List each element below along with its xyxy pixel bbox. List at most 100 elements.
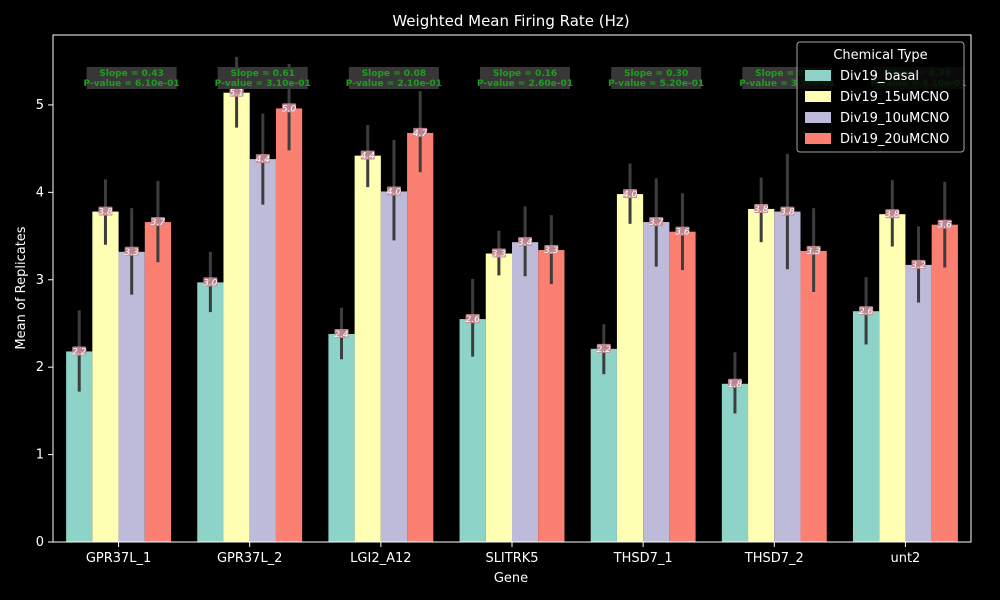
stat-annotation-box (480, 67, 570, 89)
chart-title: Weighted Mean Firing Rate (Hz) (392, 12, 629, 30)
x-tick-label: THSD7_2 (744, 551, 804, 566)
bar-unt2-Div19_basal (852, 311, 880, 542)
bar-unt2-Div19_15uMCNO (879, 214, 906, 542)
legend: Chemical Type Div19_basal Div19_15uMCNO Div… (796, 41, 965, 153)
bar-label-box (518, 237, 533, 247)
bar-label-box (360, 150, 375, 160)
bar-value-label: 4.4 (361, 152, 376, 162)
stat-pvalue-label: P-value = 5.20e-01 (608, 79, 704, 89)
y-tick-label: 5 (36, 98, 44, 113)
bar-unt2-Div19_20uMCNO (931, 224, 958, 542)
bar-value-label: 3.3 (544, 246, 559, 256)
legend-swatch (805, 91, 831, 102)
bar-GPR37L_1-Div19_20uMCNO (144, 222, 172, 542)
bar-value-label: 3.3 (492, 250, 507, 260)
stat-slope-label: Slope = 0.61 (231, 69, 295, 79)
bar-label-box (124, 246, 139, 256)
bar-LGI2_A12-Div19_basal (328, 333, 355, 542)
legend-entry: Div19_basal (840, 69, 919, 84)
bar-value-label: 3.6 (938, 221, 953, 231)
x-tick-label: GPR37L_2 (217, 551, 283, 566)
bar-GPR37L_2-Div19_15uMCNO (223, 92, 250, 542)
stat-pvalue-label: P-value = 3.50e-01 (739, 79, 835, 89)
bar-label-box (229, 87, 244, 97)
bar-label-box (150, 217, 165, 227)
bar-value-label: 3.2 (911, 261, 926, 271)
bar-label-box (911, 259, 926, 269)
bar-value-label: 3.0 (203, 278, 218, 288)
bar-THSD7_1-Div19_15uMCNO (616, 194, 644, 542)
x-tick-label: LGI2_A12 (350, 551, 411, 566)
bar-value-label: 2.4 (334, 330, 349, 340)
bar-label-box (937, 219, 952, 229)
bar-label-box (780, 206, 795, 216)
y-tick-label: 1 (36, 448, 44, 463)
bar-GPR37L_1-Div19_10uMCNO (118, 251, 145, 543)
y-tick-label: 2 (36, 360, 44, 375)
stat-slope-label: Slope = 0.30 (624, 69, 688, 79)
stat-slope-label: Slope = 0.43 (99, 69, 163, 79)
bar-unt2-Div19_10uMCNO (905, 264, 932, 542)
bar-value-label: 4.0 (387, 187, 402, 197)
bar-value-label: 3.3 (125, 248, 140, 258)
stat-pvalue-label: P-value = 2.60e-01 (477, 79, 573, 89)
bar-value-label: 3.7 (151, 218, 166, 228)
legend-entry: Div19_10uMCNO (840, 111, 949, 126)
bar-value-label: 2.6 (465, 315, 480, 325)
bar-GPR37L_1-Div19_15uMCNO (92, 211, 119, 542)
bar-value-label: 3.8 (754, 205, 769, 215)
bar-label-box (675, 226, 690, 236)
stat-annotation-box (348, 67, 439, 89)
bar-label-box (885, 209, 900, 219)
bar-THSD7_1-Div19_10uMCNO (643, 222, 670, 542)
bar-value-label: 3.8 (780, 208, 795, 218)
legend-title: Chemical Type (833, 48, 927, 63)
legend-swatch (805, 70, 831, 81)
bar-GPR37L_2-Div19_20uMCNO (275, 108, 303, 543)
bar-THSD7_1-Div19_20uMCNO (669, 231, 696, 542)
bar-GPR37L_2-Div19_basal (197, 282, 224, 542)
bar-label-box (727, 378, 742, 388)
bar-label-box (649, 217, 664, 227)
bar-label-box (596, 343, 611, 353)
bar-label-box (491, 248, 506, 258)
bar-label-box (806, 245, 821, 255)
bar-label-box (859, 306, 874, 316)
bar-SLITRK5-Div19_20uMCNO (538, 250, 565, 542)
bar-LGI2_A12-Div19_15uMCNO (354, 155, 381, 542)
bar-value-label: 2.2 (597, 345, 612, 355)
bar-value-label: 3.8 (98, 208, 113, 218)
bar-label-box (203, 277, 218, 287)
stat-pvalue-label: P-value = 2.10e-01 (346, 79, 442, 89)
legend-entry: Div19_15uMCNO (840, 90, 949, 105)
bar-value-label: 2.2 (72, 347, 87, 357)
stat-pvalue-label: P-value = 6.10e-01 (84, 79, 180, 89)
bar-label-box (623, 189, 638, 199)
bar-value-label: 3.4 (518, 238, 533, 248)
bar-THSD7_2-Div19_15uMCNO (748, 208, 775, 543)
bar-label-box (413, 127, 428, 137)
stat-pvalue-label: P-value = 3.10e-01 (215, 79, 311, 89)
legend-entry: Div19_20uMCNO (840, 132, 949, 147)
bar-label-box (255, 154, 270, 164)
bar-value-label: 4.0 (623, 190, 638, 200)
bar-value-label: 5.1 (229, 89, 243, 99)
bar-value-label: 3.8 (885, 210, 900, 220)
stat-slope-label: Slope = 0.08 (362, 69, 426, 79)
bar-label-box (98, 206, 113, 216)
stat-slope-label: Slope = 0.16 (493, 69, 557, 79)
bar-label-box (386, 186, 401, 196)
y-tick-label: 4 (36, 185, 44, 200)
bar-LGI2_A12-Div19_10uMCNO (380, 191, 408, 542)
x-tick-label: unt2 (890, 551, 920, 566)
legend-swatch (805, 133, 831, 144)
bar-value-label: 3.6 (675, 228, 690, 238)
bar-label-box (544, 245, 559, 255)
x-tick-label: GPR37L_1 (86, 551, 152, 566)
bar-THSD7_1-Div19_basal (590, 348, 617, 542)
x-axis-label: Gene (494, 571, 528, 586)
x-tick-label: THSD7_1 (613, 551, 673, 566)
bar-value-label: 5.0 (282, 104, 297, 114)
bar-value-label: 4.7 (413, 129, 428, 139)
